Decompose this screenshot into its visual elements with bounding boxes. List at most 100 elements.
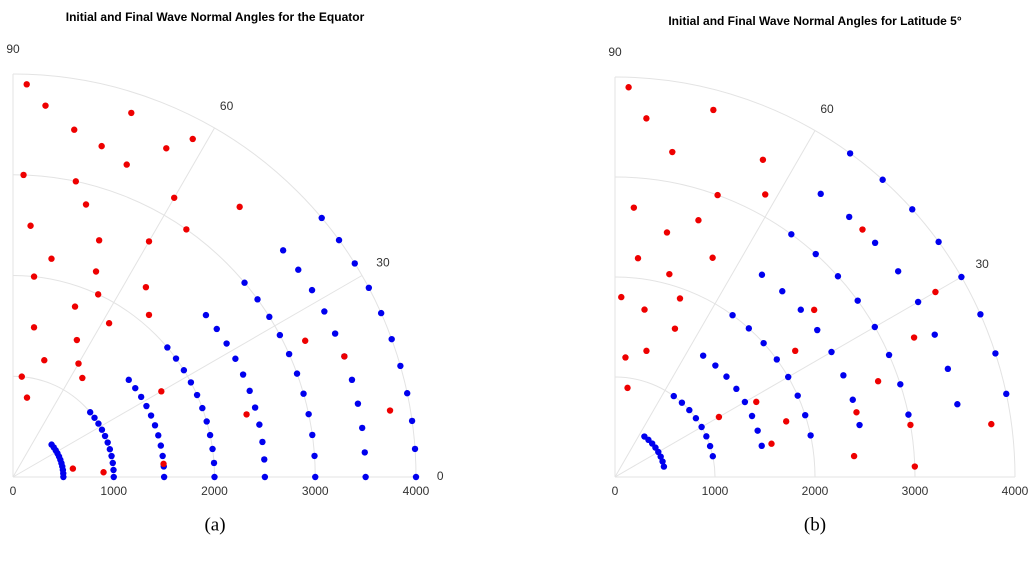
point — [210, 459, 218, 467]
point — [71, 303, 79, 310]
point — [845, 213, 853, 221]
point — [172, 355, 180, 362]
point — [223, 340, 230, 347]
point — [79, 374, 86, 382]
theta-tick-label: 60 — [820, 102, 834, 116]
point — [909, 206, 916, 213]
point — [351, 260, 358, 267]
theta-tick-label: 0 — [437, 469, 444, 483]
point — [779, 288, 786, 295]
point — [958, 273, 965, 281]
point — [624, 384, 631, 392]
caption: (a) — [204, 514, 225, 535]
point — [48, 255, 55, 262]
point — [301, 337, 309, 344]
point — [931, 331, 938, 338]
point — [23, 81, 30, 88]
grid-spoke — [12, 127, 215, 478]
point — [659, 458, 666, 465]
point — [849, 396, 856, 403]
point — [341, 353, 348, 360]
point — [213, 325, 220, 333]
point — [885, 351, 893, 359]
point — [95, 420, 102, 427]
point — [897, 381, 904, 388]
point — [98, 142, 105, 150]
point — [710, 106, 717, 114]
point — [874, 378, 882, 385]
point — [643, 115, 650, 122]
point — [312, 473, 319, 481]
point — [1003, 390, 1010, 398]
point — [109, 459, 116, 467]
point — [163, 145, 170, 152]
point — [388, 335, 395, 343]
point — [48, 441, 55, 448]
point — [911, 463, 919, 470]
grid-spoke — [12, 275, 363, 478]
point — [846, 150, 854, 157]
point — [807, 432, 814, 439]
point — [164, 344, 171, 351]
grid-spoke — [614, 130, 816, 478]
point — [660, 463, 668, 470]
grid-arc — [12, 73, 417, 478]
point — [907, 421, 914, 429]
r-tick-label: 0 — [612, 484, 619, 498]
point — [760, 339, 767, 347]
point — [768, 440, 775, 447]
point — [42, 102, 49, 109]
point — [905, 411, 912, 418]
point — [251, 404, 259, 411]
point — [354, 400, 362, 407]
point — [69, 465, 77, 472]
point — [361, 449, 368, 456]
point — [209, 445, 216, 453]
point — [879, 176, 886, 183]
point — [706, 442, 714, 450]
point — [932, 288, 939, 296]
point — [206, 431, 214, 439]
point — [30, 324, 38, 331]
point — [733, 385, 740, 393]
point — [676, 295, 684, 302]
point — [670, 392, 677, 400]
point — [305, 410, 312, 418]
point — [630, 204, 638, 211]
point — [792, 347, 799, 355]
point — [618, 293, 625, 301]
point — [145, 238, 153, 245]
point — [754, 427, 761, 434]
r-tick-label: 2000 — [201, 484, 228, 498]
point — [411, 445, 419, 453]
point — [30, 273, 38, 280]
point — [241, 279, 248, 286]
point — [729, 311, 736, 319]
point — [944, 365, 952, 373]
point — [850, 452, 858, 460]
point — [794, 392, 801, 399]
r-tick-label: 1000 — [702, 484, 729, 498]
point — [678, 399, 686, 406]
point — [894, 268, 902, 275]
point — [254, 296, 261, 303]
point — [243, 411, 250, 418]
point — [104, 439, 111, 446]
point — [871, 323, 879, 331]
point — [155, 432, 162, 439]
point — [145, 311, 153, 319]
point — [160, 460, 167, 468]
point — [309, 431, 316, 439]
point — [143, 402, 150, 410]
point — [709, 453, 717, 460]
point — [802, 411, 809, 419]
r-tick-label: 4000 — [403, 484, 430, 498]
point — [992, 350, 999, 357]
point — [622, 354, 629, 361]
point — [171, 194, 178, 201]
point — [276, 331, 284, 339]
point — [82, 201, 90, 208]
point — [669, 148, 676, 156]
point — [86, 409, 94, 416]
point — [745, 325, 753, 332]
